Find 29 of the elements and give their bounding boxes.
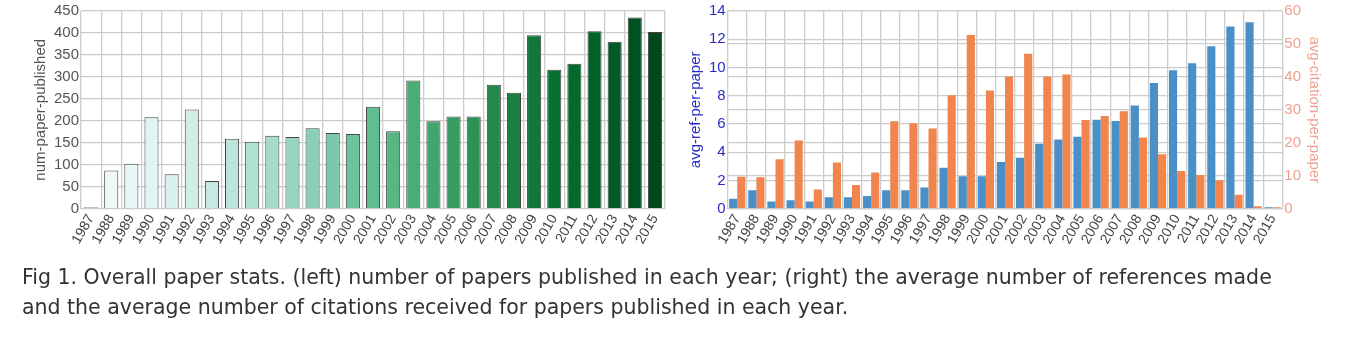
y-tick-label: 6 bbox=[717, 114, 726, 132]
y2-tick-label: 0 bbox=[1284, 198, 1293, 216]
y-tick-label: 150 bbox=[54, 132, 80, 150]
y-tick-label: 2 bbox=[717, 170, 726, 188]
y-tick-label: 200 bbox=[54, 110, 80, 128]
y2-tick-label: 30 bbox=[1284, 99, 1301, 117]
y-tick-label: 0 bbox=[717, 198, 726, 216]
y2-tick-label: 40 bbox=[1284, 67, 1301, 85]
y-tick-label: 4 bbox=[717, 142, 726, 160]
y-tick-label: 8 bbox=[717, 85, 726, 103]
y-tick-label: 450 bbox=[54, 1, 80, 19]
caption: Fig 1. Overall paper stats. (left) number of papers published in each year; (right) the average number of references made and the average number of citations received for papers published in each year. bbox=[22, 264, 1273, 321]
y-tick-label: 0 bbox=[70, 198, 80, 216]
y-tick-label: 10 bbox=[709, 57, 726, 75]
y-tick-label: 400 bbox=[54, 23, 80, 41]
y-tick-label: 50 bbox=[62, 176, 80, 194]
y-tick-label: 100 bbox=[54, 154, 80, 172]
y2-tick-label: 10 bbox=[1284, 165, 1301, 183]
y-axis-title: num-paper-published bbox=[31, 38, 49, 181]
y2-axis-title: avg-citation-per-paper bbox=[1306, 36, 1324, 184]
y-tick-label: 300 bbox=[54, 67, 80, 85]
y-tick-label: 350 bbox=[54, 45, 80, 63]
y2-tick-label: 50 bbox=[1284, 34, 1301, 52]
y2-tick-label: 20 bbox=[1284, 132, 1301, 150]
y2-tick-label: 60 bbox=[1284, 1, 1301, 19]
y-axis-title: avg-ref-per-paper bbox=[686, 51, 704, 169]
y-tick-label: 250 bbox=[54, 88, 80, 106]
y-tick-label: 14 bbox=[709, 1, 726, 19]
y-tick-label: 12 bbox=[709, 29, 726, 47]
